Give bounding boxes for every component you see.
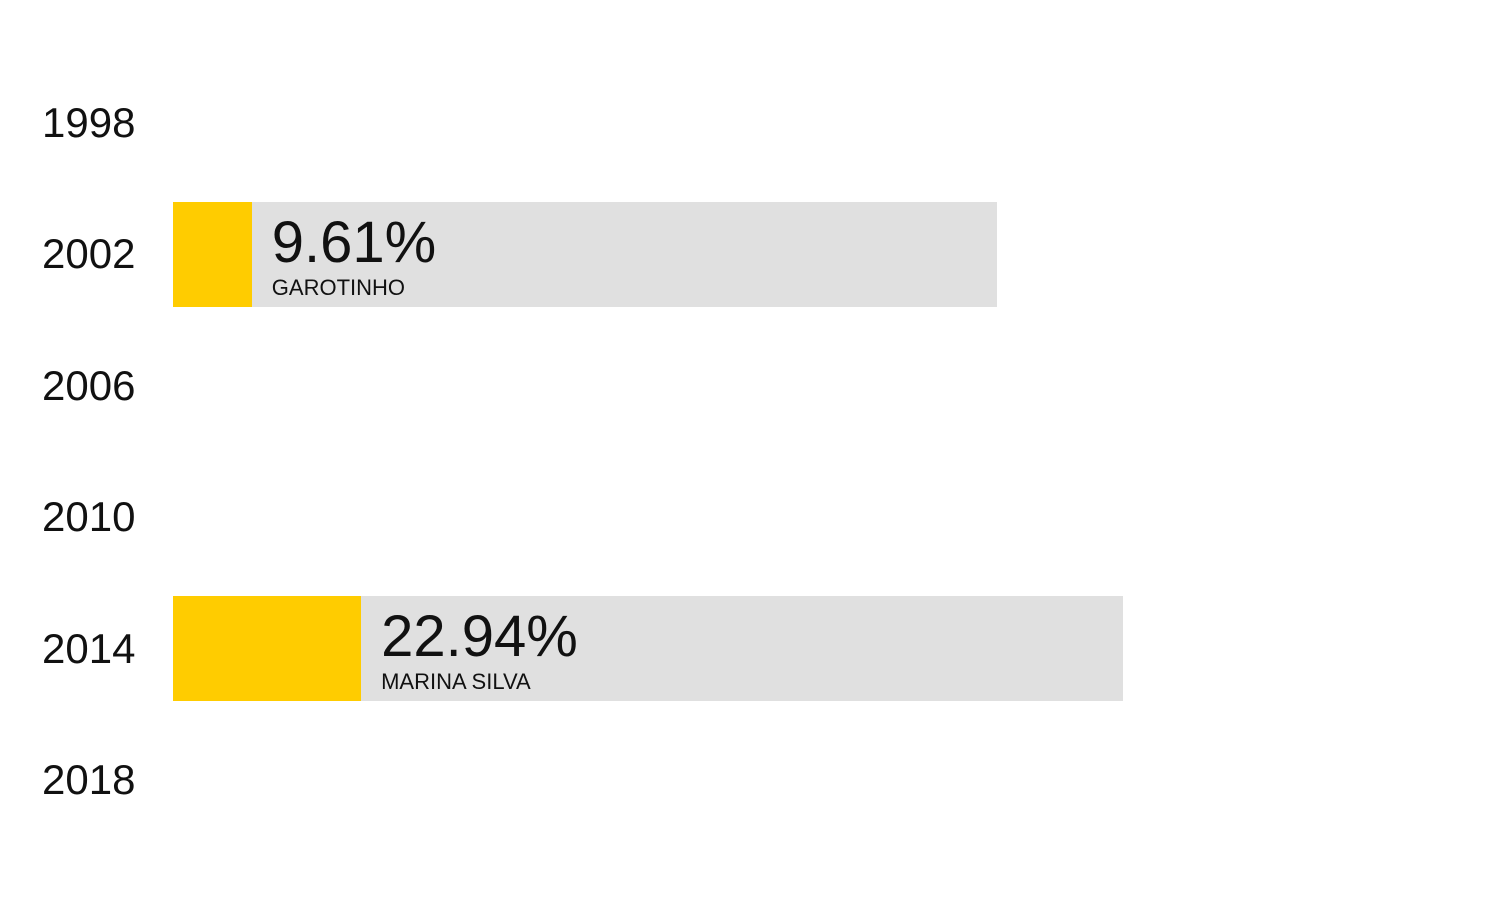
bar-track-2002: 9.61% GAROTINHO (173, 201, 997, 307)
year-label-1998: 1998 (42, 98, 136, 146)
year-label-2006: 2006 (42, 361, 136, 409)
bar-fill-2014 (173, 596, 362, 701)
bar-track-2014: 22.94% MARINA SILVA (173, 596, 1124, 701)
bar-fill-2002 (173, 201, 252, 307)
year-label-2018: 2018 (42, 756, 136, 803)
year-label-2010: 2010 (42, 493, 136, 540)
candidate-label-2014: MARINA SILVA (381, 669, 531, 694)
value-label-2002: 9.61% (271, 209, 437, 275)
value-label-2014: 22.94% (381, 604, 578, 669)
candidate-label-2002: GAROTINHO (271, 274, 406, 300)
year-label-2014: 2014 (42, 624, 136, 672)
year-label-2002: 2002 (42, 230, 136, 277)
